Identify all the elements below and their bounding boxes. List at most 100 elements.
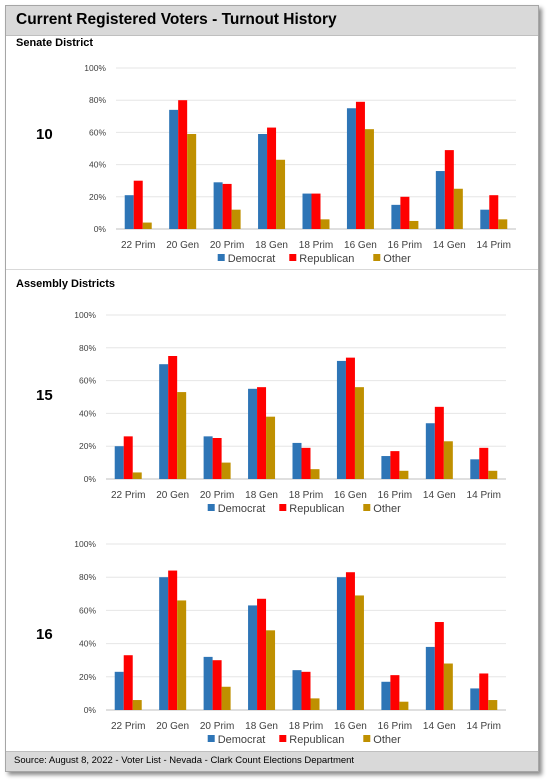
- x-tick-label: 20 Prim: [200, 490, 234, 501]
- bar-other: [310, 698, 320, 710]
- bar-democrat: [435, 171, 445, 229]
- assembly-district-15-chart: 0% 20% 40% 60% 80% 100% 22 Prim 20 Gen 20 Prim 18…: [74, 310, 506, 515]
- bar-democrat: [480, 209, 490, 229]
- x-tick-label: 16 Gen: [334, 490, 367, 501]
- legend-swatch-democrat: [217, 254, 225, 261]
- x-tick-label: 14 Gen: [423, 721, 456, 732]
- bar-other: [276, 159, 286, 229]
- bar-other: [488, 700, 498, 710]
- bar-republican: [212, 660, 222, 710]
- report-title: Current Registered Voters - Turnout Hist…: [16, 11, 337, 28]
- bar-republican: [400, 196, 410, 229]
- bar-democrat: [391, 204, 401, 229]
- y-tick-label: 20%: [79, 441, 96, 451]
- x-tick-label: 20 Prim: [210, 240, 244, 251]
- legend-swatch-republican: [289, 254, 297, 261]
- bar-other: [453, 188, 463, 229]
- bar-other: [221, 462, 231, 479]
- bar-democrat: [159, 577, 169, 710]
- x-tick-label: 18 Gen: [245, 490, 278, 501]
- y-tick-label: 40%: [79, 639, 96, 649]
- legend-label-republican: Republican: [289, 734, 344, 746]
- legend-label-republican: Republican: [299, 253, 354, 265]
- x-tick-label: 22 Prim: [111, 490, 145, 501]
- y-tick-label: 60%: [79, 376, 96, 386]
- assembly-section-title: Assembly Districts: [16, 278, 116, 290]
- bar-democrat: [159, 364, 169, 479]
- bar-other: [231, 209, 241, 229]
- y-tick-label: 60%: [79, 605, 96, 615]
- legend-swatch-other: [363, 735, 371, 742]
- bar-democrat: [425, 646, 435, 710]
- bar-other: [266, 630, 276, 710]
- y-tick-label: 80%: [79, 572, 96, 582]
- legend-swatch-other: [373, 254, 381, 261]
- bar-other: [177, 392, 187, 479]
- x-tick-label: 16 Prim: [388, 240, 422, 251]
- y-tick-label: 80%: [79, 343, 96, 353]
- bar-republican: [257, 387, 267, 479]
- bar-other: [132, 472, 142, 479]
- bar-democrat: [258, 134, 268, 229]
- bar-republican: [168, 356, 178, 479]
- y-tick-label: 40%: [79, 408, 96, 418]
- bar-republican: [345, 357, 355, 479]
- bar-democrat: [124, 195, 134, 229]
- assembly-district-16-chart: 0% 20% 40% 60% 80% 100% 22 Prim 20 Gen 20 Prim 18…: [74, 539, 506, 746]
- senate-district-10-chart: 0% 20% 40% 60% 80% 100% 22 Prim 20 Gen 20 Prim 18…: [84, 63, 516, 265]
- bar-democrat: [248, 605, 258, 710]
- bar-democrat: [336, 577, 346, 710]
- x-tick-label: 14 Prim: [467, 490, 501, 501]
- x-tick-label: 22 Prim: [121, 240, 155, 251]
- y-tick-label: 20%: [79, 672, 96, 682]
- bar-democrat: [336, 360, 346, 479]
- legend-label-republican: Republican: [289, 503, 344, 515]
- bar-republican: [301, 671, 311, 710]
- bar-democrat: [470, 688, 480, 710]
- bar-republican: [168, 570, 178, 710]
- senate-section-title: Senate District: [16, 37, 94, 49]
- legend-label-democrat: Democrat: [228, 253, 276, 265]
- bar-other: [187, 134, 197, 229]
- x-tick-label: 18 Prim: [289, 721, 323, 732]
- legend-swatch-democrat: [207, 735, 215, 742]
- legend-swatch-republican: [279, 735, 287, 742]
- legend-label-other: Other: [373, 734, 401, 746]
- bar-other: [142, 222, 152, 229]
- bar-republican: [355, 101, 365, 229]
- bar-republican: [123, 436, 133, 479]
- x-tick-label: 22 Prim: [111, 721, 145, 732]
- x-tick-label: 18 Gen: [255, 240, 288, 251]
- x-tick-label: 16 Prim: [378, 721, 412, 732]
- bar-republican: [489, 195, 499, 229]
- bar-other: [409, 220, 419, 229]
- bar-other: [354, 595, 364, 710]
- bar-republican: [301, 447, 311, 479]
- district-label-assembly-15: 15: [36, 387, 53, 404]
- bar-other: [221, 686, 231, 710]
- y-tick-label: 60%: [89, 127, 106, 137]
- x-tick-label: 20 Gen: [166, 240, 199, 251]
- x-tick-label: 16 Prim: [378, 490, 412, 501]
- title-bar: Current Registered Voters - Turnout Hist…: [6, 6, 538, 36]
- bar-republican: [178, 100, 188, 229]
- bar-other: [399, 470, 409, 479]
- district-label-senate-10: 10: [36, 126, 53, 143]
- bar-other: [310, 469, 320, 479]
- bar-democrat: [302, 193, 312, 229]
- x-tick-label: 14 Gen: [433, 240, 466, 251]
- bar-republican: [133, 180, 143, 229]
- bar-democrat: [213, 182, 223, 229]
- bar-republican: [390, 675, 400, 710]
- section-divider: [6, 269, 538, 270]
- legend-swatch-republican: [279, 504, 287, 511]
- bar-republican: [257, 598, 267, 710]
- bar-democrat: [169, 109, 179, 229]
- bar-democrat: [381, 681, 391, 710]
- y-tick-label: 100%: [84, 63, 106, 73]
- bar-democrat: [292, 442, 302, 479]
- bar-democrat: [114, 671, 124, 710]
- legend-label-democrat: Democrat: [218, 734, 266, 746]
- y-tick-label: 20%: [89, 192, 106, 202]
- x-tick-label: 18 Gen: [245, 721, 278, 732]
